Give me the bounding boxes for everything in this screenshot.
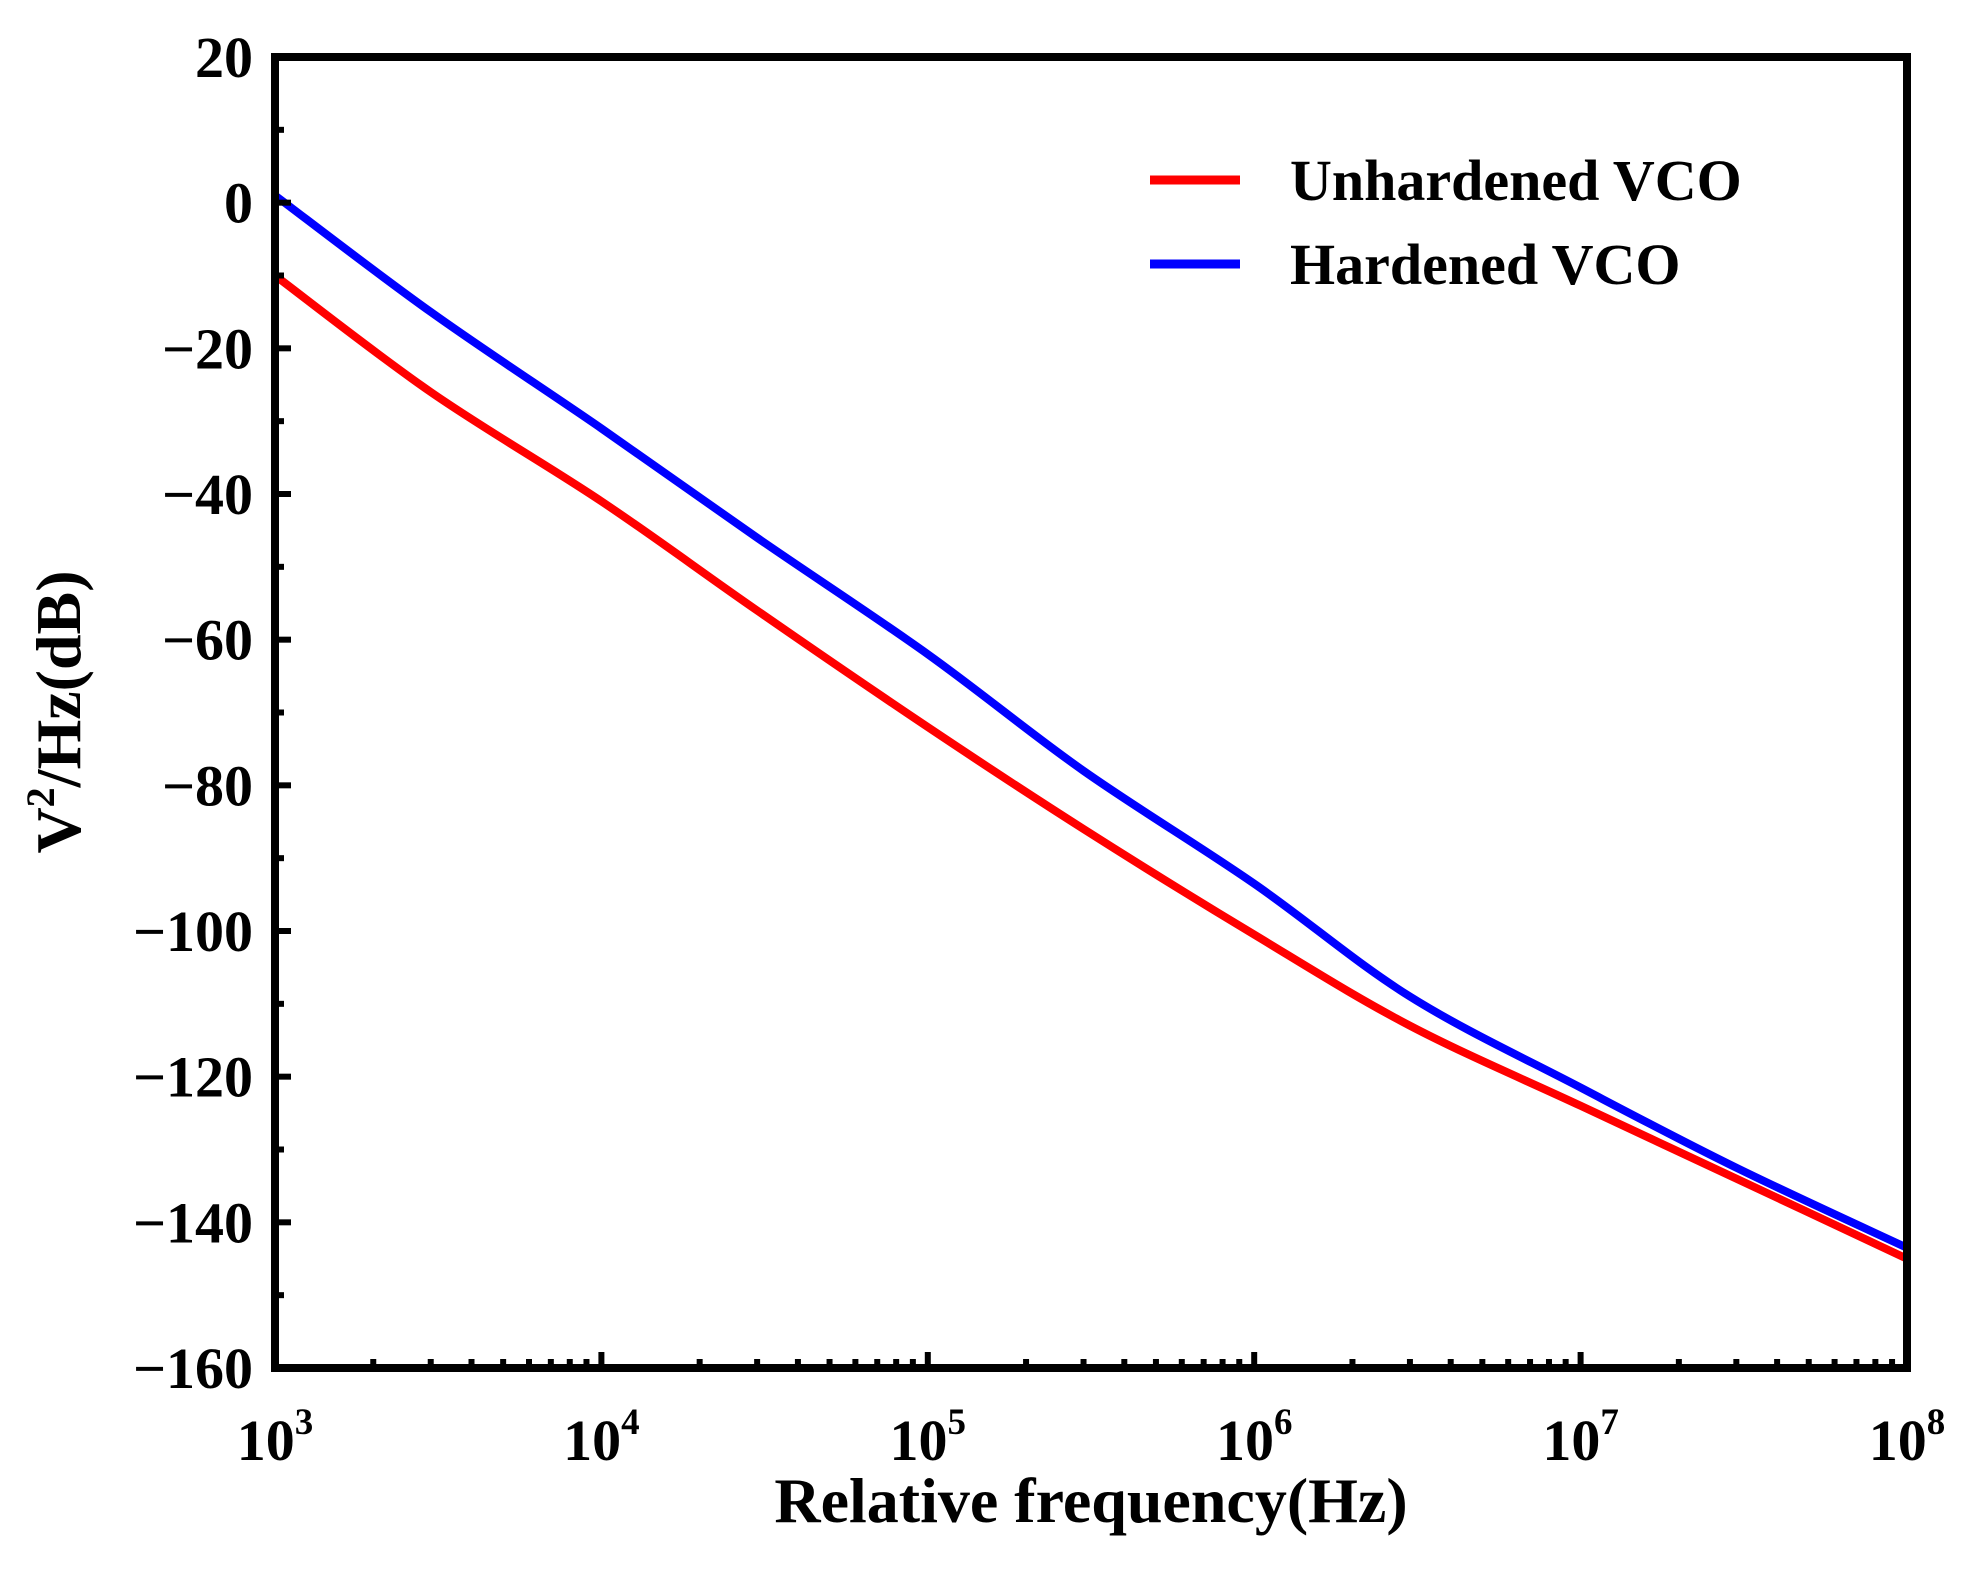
x-tick-label: 104 — [563, 1402, 640, 1473]
x-tick-base: 10 — [1216, 1408, 1274, 1473]
series-line-hardened-vco — [272, 192, 1909, 1252]
x-tick-label: 106 — [1216, 1402, 1293, 1473]
x-axis-title: Relative frequency(Hz) — [774, 1465, 1407, 1536]
x-tick-base: 10 — [890, 1408, 948, 1473]
y-tick-label: −40 — [162, 462, 253, 527]
x-tick-base: 10 — [563, 1408, 621, 1473]
x-tick-label: 103 — [237, 1402, 314, 1473]
y-axis-title: V2/Hz(dB) — [18, 570, 94, 853]
legend-label-unhardened-vco: Unhardened VCO — [1290, 148, 1742, 213]
series-layer — [272, 192, 1909, 1263]
y-tick-label: −60 — [162, 608, 253, 673]
y-axis-title-base: V — [23, 807, 94, 853]
y-tick-label: −160 — [133, 1336, 253, 1401]
series-line-unhardened-vco — [272, 272, 1909, 1263]
x-tick-exponent: 3 — [295, 1402, 314, 1443]
x-tick-exponent: 8 — [1927, 1402, 1946, 1443]
x-tick-base: 10 — [237, 1408, 295, 1473]
plot-frame — [271, 53, 1911, 1372]
y-tick-label: −100 — [133, 899, 253, 964]
y-tick-label: −140 — [133, 1190, 253, 1255]
x-tick-base: 10 — [1542, 1408, 1600, 1473]
y-tick-label: 0 — [224, 171, 253, 236]
y-tick-label: 20 — [195, 25, 253, 90]
y-tick-label: −20 — [162, 316, 253, 381]
x-tick-base: 10 — [1869, 1408, 1927, 1473]
y-axis-title-rest: /Hz(dB) — [23, 570, 94, 788]
x-tick-exponent: 7 — [1600, 1402, 1619, 1443]
legend: Unhardened VCO Hardened VCO — [1150, 148, 1742, 297]
y-tick-label: −80 — [162, 753, 253, 818]
legend-label-hardened-vco: Hardened VCO — [1290, 232, 1680, 297]
y-axis-title-sup: 2 — [18, 787, 63, 807]
svg-text:V2/Hz(dB): V2/Hz(dB) — [18, 570, 94, 853]
x-tick-exponent: 5 — [948, 1402, 967, 1443]
x-tick-exponent: 4 — [621, 1402, 640, 1443]
x-tick-exponent: 6 — [1274, 1402, 1293, 1443]
x-tick-label: 108 — [1869, 1402, 1946, 1473]
y-tick-label: −120 — [133, 1045, 253, 1110]
x-tick-label: 107 — [1542, 1402, 1619, 1473]
x-tick-label: 105 — [890, 1402, 967, 1473]
